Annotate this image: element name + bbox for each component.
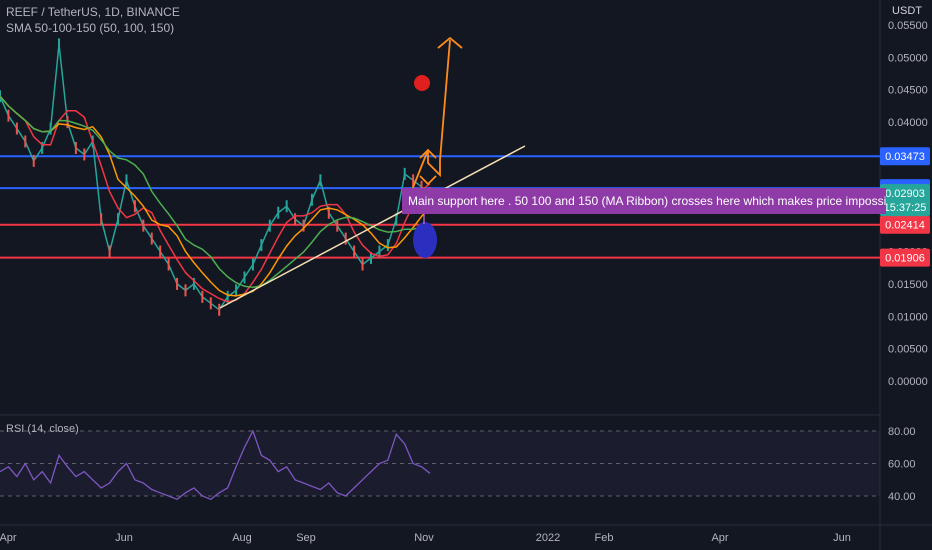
price-tick-label: 0.01500 [888, 279, 928, 291]
price-level-tag [880, 147, 930, 166]
double-arrow-icon [419, 148, 437, 186]
time-tick-label: Feb [595, 532, 614, 544]
price-tick-label: 0.05000 [888, 52, 928, 64]
countdown-label: 15:37:25 [884, 202, 927, 214]
sma-line[interactable] [0, 95, 431, 297]
annotation-text[interactable]: Main support here . 50 100 and 150 (MA R… [402, 188, 886, 214]
time-tick-label: Nov [414, 532, 434, 544]
rsi-indicator-label[interactable]: RSI (14, close) [6, 423, 79, 435]
current-price-label: 0.02903 [885, 188, 925, 200]
sma-indicator-label[interactable]: SMA 50-100-150 (50, 100, 150) [6, 21, 175, 35]
chart-legend: REEF / TetherUS, 1D, BINANCE SMA 50-100-… [6, 4, 180, 36]
red-dot-marker[interactable] [414, 75, 430, 91]
price-level-tag [880, 215, 930, 234]
time-tick-label: Aug [232, 532, 252, 544]
current-price-tag [880, 184, 930, 217]
rsi-tick-label: 60.00 [888, 459, 916, 471]
price-tick-label: 0.05500 [888, 20, 928, 32]
price-tick-label: 0.00500 [888, 344, 928, 356]
price-level-tag-label: 0.02414 [885, 220, 925, 232]
arrow-head-icon [437, 36, 463, 49]
price-level-tag [880, 248, 930, 267]
time-tick-label: Apr [711, 532, 728, 544]
price-tick-label: 0.01000 [888, 311, 928, 323]
price-level-tag-label: 0.01906 [885, 253, 925, 265]
time-tick-label: 2022 [536, 532, 560, 544]
sma-line[interactable] [0, 95, 431, 303]
rsi-line[interactable] [0, 429, 431, 501]
sma-line[interactable] [0, 95, 431, 289]
projection-arrow-path[interactable] [411, 39, 451, 191]
rsi-tick-label: 40.00 [888, 491, 916, 503]
price-level-tag-label: 0.03473 [885, 151, 925, 163]
blue-ellipse-marker[interactable] [413, 222, 437, 258]
price-series-line[interactable] [0, 44, 431, 311]
price-tick-label: 0.04000 [888, 117, 928, 129]
trend-line[interactable] [219, 145, 526, 309]
currency-label: USDT [892, 5, 922, 17]
symbol-title[interactable]: REEF / TetherUS, 1D, BINANCE [6, 5, 180, 19]
price-tick-label: 0.04500 [888, 85, 928, 97]
time-tick-label: Sep [296, 532, 316, 544]
time-tick-label: Jun [833, 532, 851, 544]
price-tick-label: 0.00000 [888, 376, 928, 388]
time-tick-label: Jun [115, 532, 133, 544]
time-tick-label: Apr [0, 532, 17, 544]
rsi-tick-label: 80.00 [888, 426, 916, 438]
